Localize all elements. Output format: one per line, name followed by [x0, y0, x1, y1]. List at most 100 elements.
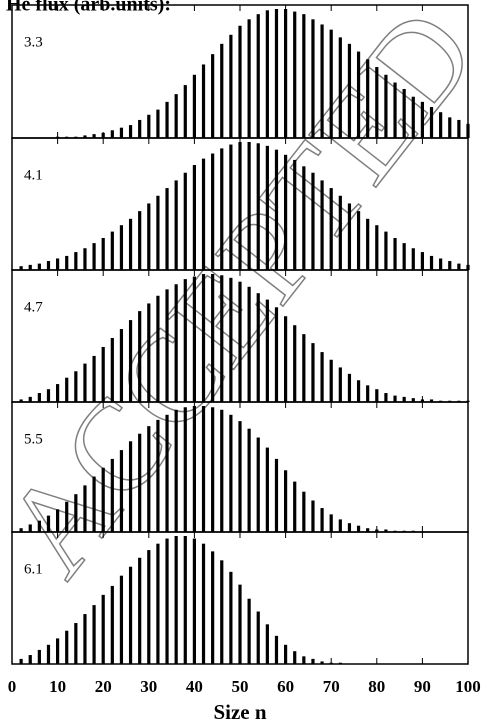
- bar: [320, 180, 324, 270]
- bar: [37, 649, 41, 664]
- bar: [338, 367, 342, 402]
- bar: [37, 520, 41, 532]
- bar: [448, 261, 452, 270]
- chart-title: He flux (arb.units):: [6, 0, 171, 16]
- bar: [284, 9, 288, 138]
- bar: [265, 299, 269, 402]
- bar: [183, 536, 187, 664]
- bar: [366, 218, 370, 270]
- panel-label: 6.1: [24, 561, 43, 577]
- bar: [411, 248, 415, 270]
- bar: [247, 286, 251, 402]
- bar: [201, 64, 206, 138]
- bar: [83, 363, 87, 402]
- bar: [211, 54, 215, 138]
- bar: [183, 172, 187, 270]
- bar: [293, 11, 297, 138]
- bar: [65, 630, 69, 664]
- panel-label: 5.5: [24, 431, 43, 447]
- bar: [274, 458, 279, 532]
- bar: [74, 623, 78, 664]
- bar: [411, 96, 415, 138]
- bar: [83, 614, 87, 664]
- bar: [74, 494, 78, 532]
- bar: [183, 85, 187, 138]
- bar: [457, 263, 461, 270]
- bar: [201, 158, 206, 270]
- bar: [293, 651, 297, 664]
- bar: [183, 279, 187, 402]
- bar: [229, 277, 233, 402]
- panel-label: 4.1: [24, 167, 43, 183]
- bar: [28, 264, 32, 270]
- bar: [128, 441, 133, 532]
- x-axis-label: Size n: [213, 700, 266, 724]
- bar: [46, 515, 51, 532]
- bar: [138, 119, 142, 138]
- bar: [338, 195, 342, 270]
- bar: [156, 419, 160, 532]
- bar: [56, 638, 60, 664]
- bar: [138, 433, 142, 532]
- bar: [19, 399, 23, 402]
- bar: [174, 284, 178, 402]
- bar: [293, 481, 297, 532]
- x-tick-label: 40: [186, 677, 203, 696]
- x-tick-label: 10: [49, 677, 66, 696]
- bar: [147, 426, 151, 532]
- bar: [83, 248, 87, 270]
- bar: [211, 407, 215, 532]
- bar: [46, 389, 51, 402]
- bar: [375, 389, 379, 402]
- bar: [147, 550, 151, 664]
- x-tick-label: 0: [8, 677, 17, 696]
- bar: [37, 393, 41, 402]
- bar: [429, 107, 434, 138]
- bar: [320, 508, 324, 532]
- bar: [220, 43, 224, 138]
- bar: [247, 428, 251, 532]
- bar: [311, 172, 315, 270]
- bar: [147, 303, 151, 402]
- bar: [238, 421, 242, 532]
- bar: [274, 307, 279, 402]
- bar: [247, 142, 251, 270]
- bar: [256, 293, 260, 402]
- bar: [311, 19, 315, 138]
- bar: [92, 605, 96, 664]
- bar: [56, 509, 60, 532]
- bar: [46, 261, 51, 270]
- bar: [429, 399, 434, 402]
- bar: [156, 109, 160, 138]
- bar: [19, 266, 23, 270]
- bar: [19, 528, 23, 532]
- bar: [384, 231, 388, 270]
- bar: [101, 594, 105, 664]
- bar: [302, 334, 306, 402]
- x-tick-label: 80: [368, 677, 385, 696]
- bar: [448, 117, 452, 138]
- bar: [247, 19, 251, 138]
- x-tick-label: 50: [232, 677, 249, 696]
- x-tick-label: 60: [277, 677, 294, 696]
- bar: [457, 119, 461, 138]
- bar: [201, 543, 206, 664]
- bar: [274, 9, 279, 138]
- bar: [92, 355, 96, 402]
- bar: [329, 188, 333, 270]
- bar: [119, 127, 124, 138]
- bar: [284, 316, 288, 402]
- bar: [110, 130, 114, 138]
- bar: [375, 67, 379, 138]
- bar: [92, 243, 96, 270]
- bar: [256, 437, 260, 532]
- bar: [156, 543, 160, 664]
- bar: [256, 143, 260, 270]
- bar: [220, 560, 224, 664]
- bar: [439, 258, 443, 270]
- bar: [256, 611, 260, 664]
- bar: [347, 373, 352, 402]
- bar: [238, 281, 242, 402]
- bar: [192, 538, 196, 664]
- bar: [229, 414, 233, 532]
